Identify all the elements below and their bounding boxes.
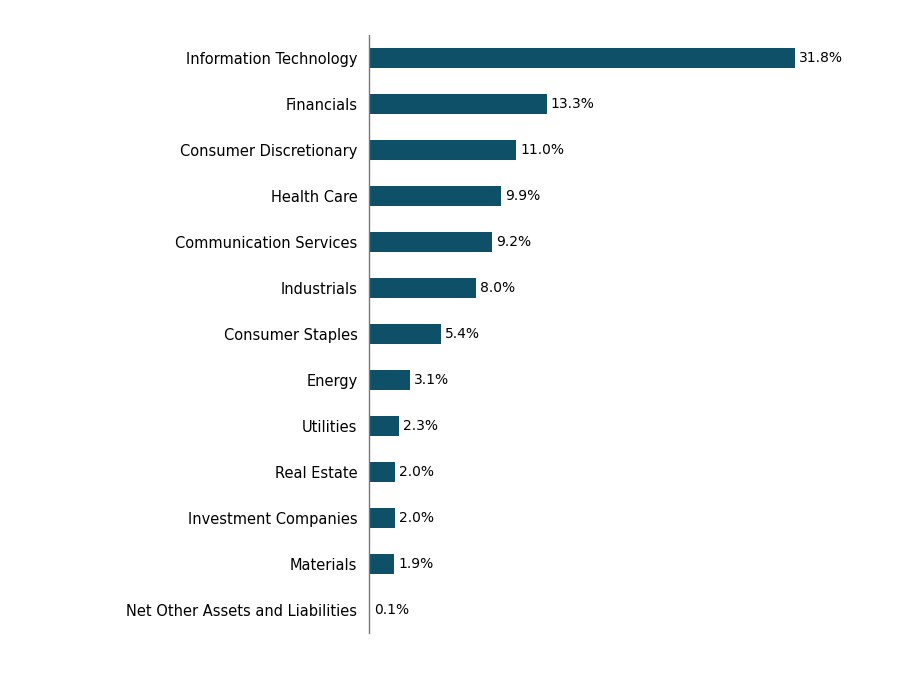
- Text: 0.1%: 0.1%: [374, 603, 409, 617]
- Bar: [369, 186, 501, 207]
- Bar: [369, 324, 441, 344]
- Bar: [369, 94, 547, 115]
- Text: 1.9%: 1.9%: [398, 557, 433, 571]
- Text: 5.4%: 5.4%: [445, 327, 480, 341]
- Bar: [369, 278, 476, 298]
- Text: 3.1%: 3.1%: [414, 373, 450, 387]
- Text: 2.0%: 2.0%: [399, 465, 434, 479]
- Text: 9.2%: 9.2%: [496, 235, 531, 249]
- Text: 8.0%: 8.0%: [480, 281, 515, 295]
- Bar: [369, 508, 395, 529]
- Bar: [369, 232, 492, 252]
- Bar: [369, 416, 399, 437]
- Bar: [369, 370, 410, 390]
- Bar: [369, 140, 516, 161]
- Text: 11.0%: 11.0%: [521, 143, 564, 157]
- Bar: [369, 554, 394, 574]
- Text: 31.8%: 31.8%: [799, 51, 843, 65]
- Text: 9.9%: 9.9%: [505, 189, 541, 203]
- Text: 2.3%: 2.3%: [403, 419, 439, 433]
- Bar: [369, 48, 795, 68]
- Text: 2.0%: 2.0%: [399, 511, 434, 525]
- Text: 13.3%: 13.3%: [551, 97, 595, 111]
- Bar: [369, 462, 395, 483]
